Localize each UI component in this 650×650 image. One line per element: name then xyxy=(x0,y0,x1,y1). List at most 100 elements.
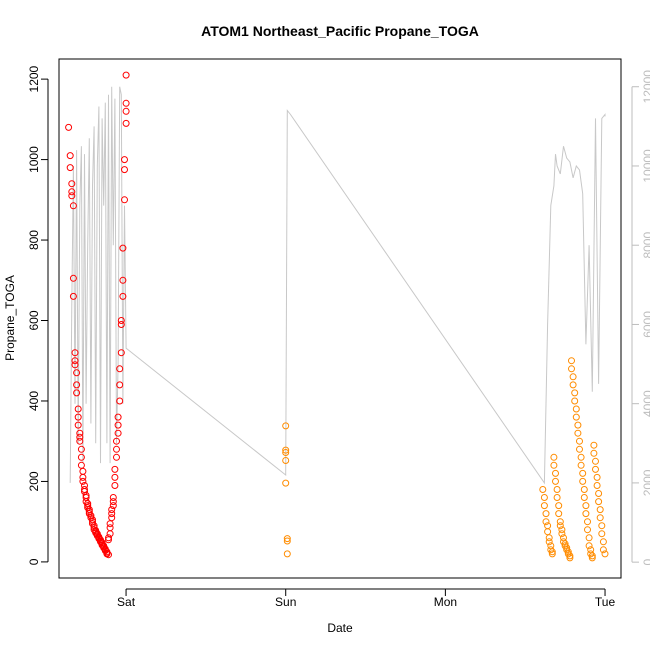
data-point xyxy=(579,469,587,477)
data-point xyxy=(598,522,606,530)
data-point xyxy=(117,349,125,357)
y-tick-label: 1200 xyxy=(27,65,41,92)
data-point xyxy=(548,550,556,558)
data-point xyxy=(69,274,77,282)
data-point xyxy=(109,498,117,506)
points-layer xyxy=(65,71,609,562)
y2-tick-label: 0 xyxy=(641,558,650,565)
data-point xyxy=(569,381,577,389)
data-point xyxy=(65,123,73,131)
data-point xyxy=(119,244,127,252)
y2-tick-label: 10000 xyxy=(641,149,650,183)
data-point xyxy=(556,522,564,530)
data-point xyxy=(563,546,571,554)
data-point xyxy=(553,494,561,501)
data-point xyxy=(552,477,559,485)
data-point xyxy=(282,422,290,430)
y-tick-label: 200 xyxy=(27,471,41,491)
data-point xyxy=(590,449,598,457)
data-point xyxy=(68,180,76,188)
data-point xyxy=(568,357,575,365)
data-point xyxy=(566,552,574,560)
data-point xyxy=(114,421,122,429)
data-point xyxy=(283,535,291,543)
data-point xyxy=(571,397,579,405)
data-point xyxy=(572,405,580,413)
data-point xyxy=(77,461,85,469)
data-point xyxy=(593,473,601,481)
data-point xyxy=(561,542,569,550)
data-point xyxy=(282,479,290,487)
x-tick-label: Sun xyxy=(275,595,296,609)
data-point xyxy=(542,510,550,518)
data-point xyxy=(539,486,547,493)
data-point xyxy=(574,421,582,429)
data-point xyxy=(592,465,599,473)
data-point xyxy=(69,292,77,300)
x-tick-label: Sat xyxy=(117,595,136,609)
data-point xyxy=(590,441,598,449)
altitude-line-layer xyxy=(69,86,606,485)
y-axis-left: 0 200 400 600 800 1000 1200 xyxy=(27,65,49,565)
x-tick-label: Mon xyxy=(434,595,457,609)
data-point xyxy=(74,413,82,421)
data-point xyxy=(283,550,291,558)
y2-tick-label: 8000 xyxy=(641,232,650,259)
data-point xyxy=(596,514,604,522)
data-point xyxy=(584,518,591,526)
data-point xyxy=(121,196,128,204)
x-tick-label: Tue xyxy=(595,595,616,609)
data-point xyxy=(105,534,112,542)
data-point xyxy=(547,546,555,554)
data-point xyxy=(566,554,574,562)
data-point xyxy=(580,486,588,493)
data-point xyxy=(76,429,84,437)
data-point xyxy=(545,534,553,542)
y2-tick-label: 12000 xyxy=(641,70,650,104)
altitude-line xyxy=(69,86,606,485)
data-point xyxy=(542,518,550,526)
x-axis-label: Date xyxy=(327,621,353,635)
data-point xyxy=(122,107,130,115)
data-point xyxy=(77,453,85,461)
data-point xyxy=(582,502,590,510)
data-point xyxy=(558,530,566,538)
plot-frame xyxy=(58,58,622,579)
data-point xyxy=(560,538,567,546)
data-point xyxy=(71,361,79,369)
data-point xyxy=(71,357,79,365)
data-point xyxy=(113,453,120,461)
data-point xyxy=(68,192,76,200)
y2-tick-label: 6000 xyxy=(641,311,650,338)
data-point xyxy=(108,514,116,522)
data-point xyxy=(116,397,124,405)
x-axis: Sat Sun Mon Tue xyxy=(117,588,616,609)
data-point xyxy=(550,461,558,469)
data-point xyxy=(574,429,582,437)
data-point xyxy=(593,482,601,489)
data-point xyxy=(109,494,117,501)
data-point xyxy=(544,528,552,536)
data-point xyxy=(550,453,558,461)
data-point xyxy=(106,524,114,532)
data-point xyxy=(73,369,81,377)
data-point xyxy=(577,453,585,461)
data-point xyxy=(66,152,74,160)
data-point xyxy=(595,498,603,506)
data-point xyxy=(540,502,548,510)
data-point xyxy=(555,502,563,510)
data-point xyxy=(540,494,548,501)
data-point xyxy=(601,550,609,558)
data-point xyxy=(122,99,130,107)
data-point xyxy=(579,477,587,485)
data-point xyxy=(122,119,130,127)
data-point xyxy=(68,188,76,196)
data-point xyxy=(109,502,117,510)
data-point xyxy=(76,437,84,445)
data-point xyxy=(577,461,585,469)
y2-tick-label: 4000 xyxy=(641,390,650,417)
data-point xyxy=(598,530,606,538)
data-point xyxy=(113,437,120,445)
data-point xyxy=(599,546,607,554)
